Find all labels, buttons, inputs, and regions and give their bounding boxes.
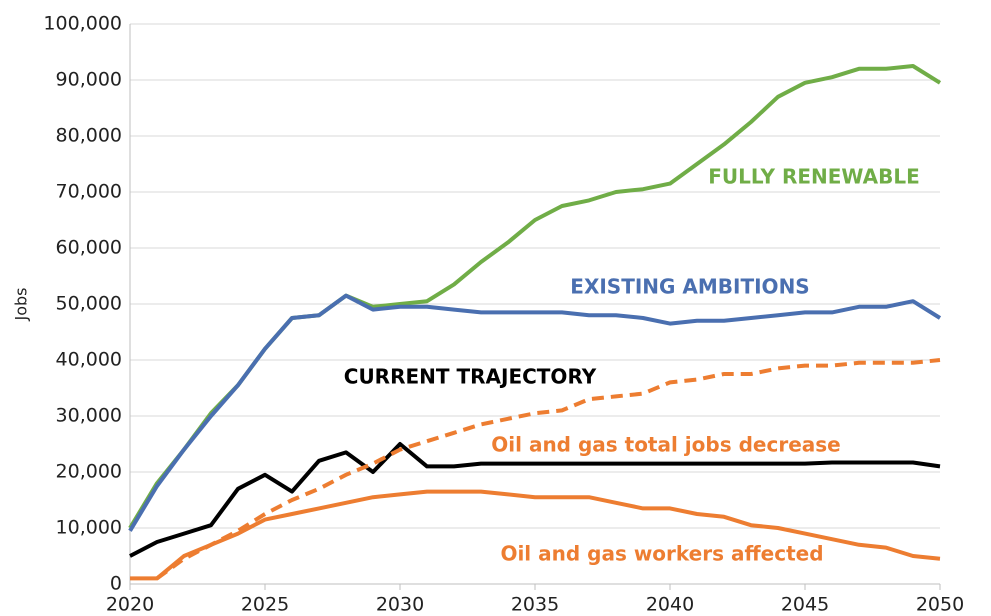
x-tick-label: 2025 [241,594,289,616]
x-tick-label: 2030 [376,594,424,616]
y-tick-label: 40,000 [56,349,122,371]
series-line [130,489,941,581]
series-label: CURRENT TRAJECTORY [344,365,597,389]
y-tick-label: 10,000 [56,517,122,539]
x-tick-label: 2040 [646,594,694,616]
y-tick-label: 80,000 [56,125,122,147]
series-line [128,293,942,532]
y-tick-label: 20,000 [56,461,122,483]
y-tick-label: 30,000 [56,405,122,427]
series-line [128,64,942,530]
series-line [129,442,941,558]
series-label: FULLY RENEWABLE [708,165,919,189]
x-tick-label: 2020 [106,594,154,616]
series-label: Oil and gas workers affected [500,542,823,566]
x-tick-label: 2045 [781,594,829,616]
y-tick-label: 0 [110,573,122,595]
x-tick-label: 2050 [916,594,964,616]
y-tick-label: 100,000 [43,13,122,35]
x-tick-label: 2035 [511,594,559,616]
y-axis-label: Jobs [12,288,31,322]
y-tick-label: 60,000 [56,237,122,259]
y-tick-label: 50,000 [56,293,122,315]
y-tick-label: 90,000 [56,69,122,91]
series-line [155,358,941,581]
y-tick-label: 70,000 [56,181,122,203]
series-label: EXISTING AMBITIONS [570,275,809,299]
series-label: Oil and gas total jobs decrease [491,433,840,457]
